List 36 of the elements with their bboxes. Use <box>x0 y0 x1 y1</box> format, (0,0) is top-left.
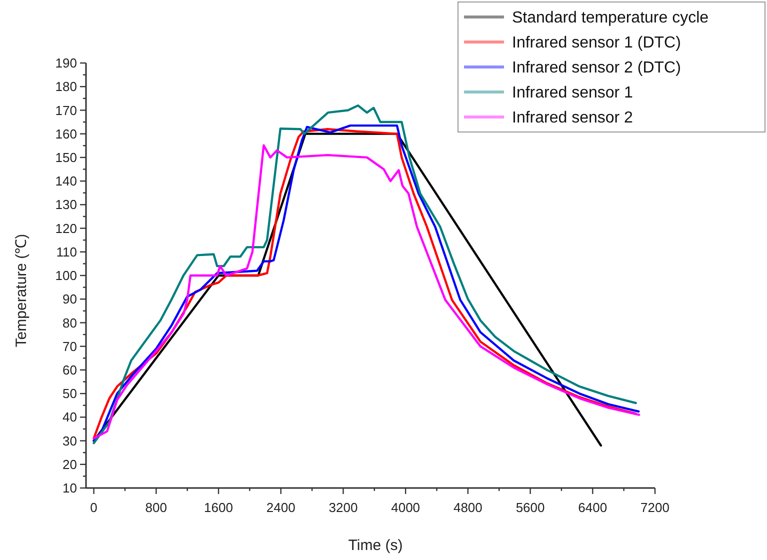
legend-label: Infrared sensor 2 (DTC) <box>512 60 681 77</box>
y-tick-label: 50 <box>62 386 77 402</box>
legend-label: Infrared sensor 2 <box>512 110 634 127</box>
x-tick-label: 7200 <box>640 500 670 515</box>
x-tick-label: 800 <box>145 500 167 515</box>
y-tick-label: 70 <box>62 338 77 354</box>
x-tick-label: 4800 <box>453 500 482 515</box>
y-tick-label: 150 <box>55 150 77 165</box>
y-tick-label: 80 <box>62 315 77 330</box>
x-axis-title: Time (s) <box>348 537 403 554</box>
y-tick-label: 130 <box>55 197 77 212</box>
legend-label: Standard temperature cycle <box>512 10 709 27</box>
y-tick-label: 40 <box>62 410 77 425</box>
y-tick-label: 10 <box>62 480 77 496</box>
y-tick-label: 60 <box>62 362 77 378</box>
y-tick-label: 190 <box>55 56 77 71</box>
y-tick-label: 30 <box>62 433 77 448</box>
y-tick-label: 140 <box>55 174 77 189</box>
y-tick-label: 120 <box>55 220 77 236</box>
y-tick-label: 90 <box>62 292 77 307</box>
y-tick-label: 180 <box>55 79 77 94</box>
y-axis-title: Temperature (℃) <box>13 234 30 348</box>
x-tick-label: 1600 <box>204 500 233 515</box>
y-tick-label: 110 <box>56 244 77 260</box>
y-tick-label: 20 <box>62 456 77 472</box>
x-tick-label: 0 <box>90 500 98 515</box>
y-tick-label: 170 <box>55 102 77 118</box>
x-tick-label: 6400 <box>578 500 608 515</box>
x-tick-label: 5600 <box>516 500 545 515</box>
x-tick-label: 2400 <box>266 500 296 515</box>
y-tick-label: 100 <box>55 268 77 284</box>
y-tick-label: 160 <box>55 126 77 142</box>
legend-label: Infrared sensor 1 <box>512 84 634 102</box>
x-tick-label: 4000 <box>391 500 420 515</box>
legend-label: Infrared sensor 1 (DTC) <box>512 34 681 52</box>
x-tick-label: 3200 <box>328 500 358 515</box>
